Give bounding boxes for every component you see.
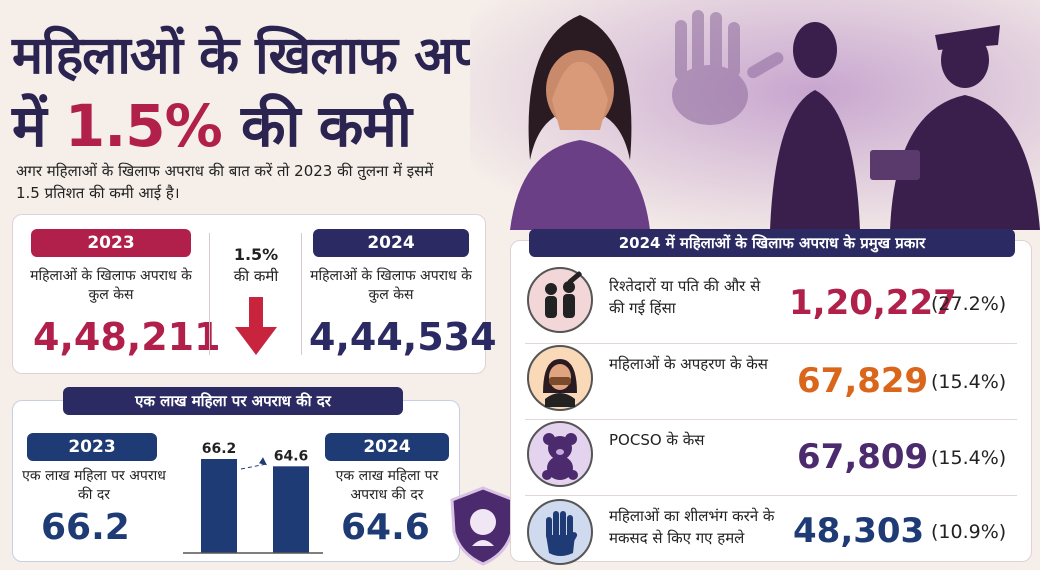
crime-type-count: 1,20,227 — [789, 283, 957, 323]
silhouettes-icon — [770, 22, 1040, 230]
rate-bar-chart: 66.2 64.6 — [183, 441, 323, 554]
intro-text: अगर महिलाओं के खिलाफ अपराध की बात करें त… — [16, 162, 434, 202]
rate-bar-label: 64.6 — [274, 448, 309, 464]
crime-types-card: 2024 में महिलाओं के खिलाफ अपराध के प्रमु… — [510, 229, 1032, 565]
crime-type-percent: (10.9%) — [931, 521, 1007, 543]
rate-header: एक लाख महिला पर अपराध की दर — [63, 387, 403, 415]
down-arrow-icon — [235, 297, 277, 355]
divider — [525, 343, 1017, 344]
page-subtitle: में 1.5% की कमी — [12, 84, 412, 163]
year-2023-badge: 2023 — [31, 229, 191, 257]
divider — [525, 419, 1017, 420]
divider — [525, 495, 1017, 496]
total-2024-value: 4,44,534 — [309, 315, 497, 359]
crime-type-percent: (15.4%) — [931, 447, 1007, 469]
trend-arrow-head — [259, 457, 267, 466]
rate-2023-badge: 2023 — [27, 433, 157, 461]
rate-card: एक लाख महिला पर अपराध की दर 2023 एक लाख … — [12, 387, 460, 562]
rate-2023-label: एक लाख महिला पर अपराध की दर — [22, 468, 166, 503]
hero-image — [470, 0, 1040, 230]
woman-figure-icon — [510, 15, 650, 230]
title-suffix: की कमी — [221, 92, 412, 160]
crime-type-name: महिलाओं के अपहरण के केस — [609, 355, 768, 373]
crime-type-name: रिश्तेदारों या पति की और से की गई हिंसा — [609, 277, 761, 317]
total-2024-label: महिलाओं के खिलाफ अपराध के कुल केस — [310, 268, 472, 303]
page-title: महिलाओं के खिलाफ अपराध — [12, 26, 547, 86]
year-2024-badge: 2024 — [313, 229, 469, 257]
decline-percent: 1.5% — [233, 245, 279, 264]
kidnap-icon — [527, 345, 593, 411]
rate-2024-badge: 2024 — [325, 433, 449, 461]
rate-2024-label: एक लाख महिला पर अपराध की दर — [335, 468, 439, 503]
rate-2023-value: 66.2 — [41, 507, 130, 548]
title-percent: 1.5% — [64, 92, 223, 160]
crime-type-percent: (27.2%) — [931, 293, 1007, 315]
rate-bar — [201, 459, 237, 553]
total-cases-card: 2023 महिलाओं के खिलाफ अपराध के कुल केस 4… — [12, 214, 497, 374]
teddy-bear-icon — [527, 421, 593, 487]
divider — [209, 233, 210, 355]
total-2023-label: महिलाओं के खिलाफ अपराध के कुल केस — [30, 268, 192, 303]
rate-bar — [273, 466, 309, 553]
title-prefix: में — [12, 92, 65, 160]
divider — [301, 233, 302, 355]
crime-type-percent: (15.4%) — [931, 371, 1007, 393]
rate-2024-value: 64.6 — [341, 507, 430, 548]
decline-text: की कमी — [233, 267, 279, 285]
hand-print-icon — [672, 10, 784, 125]
stop-hand-icon — [527, 499, 593, 565]
hero-illustration — [470, 0, 1040, 230]
crime-type-name: महिलाओं का शीलभंग करने के मकसद से किए गए… — [609, 507, 775, 547]
crime-type-name: POCSO के केस — [609, 431, 705, 449]
total-2023-value: 4,48,211 — [33, 315, 221, 359]
crime-type-count: 67,829 — [797, 361, 929, 401]
trend-arrow — [240, 463, 266, 470]
crime-types-header: 2024 में महिलाओं के खिलाफ अपराध के प्रमु… — [529, 229, 1015, 257]
rate-bar-label: 66.2 — [202, 441, 237, 457]
crime-type-count: 67,809 — [797, 437, 929, 477]
shield-icon — [450, 486, 516, 566]
crime-type-count: 48,303 — [793, 511, 925, 551]
violence-icon — [527, 267, 593, 333]
